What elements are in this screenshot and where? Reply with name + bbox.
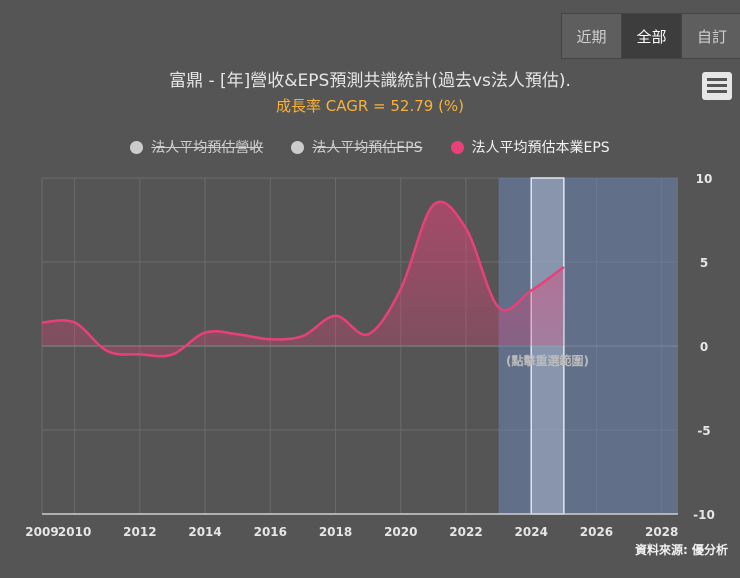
legend-item-revenue[interactable]: 法人平均預估營收 <box>130 137 263 157</box>
x-tick-label: 2010 <box>58 525 91 539</box>
legend-dot-icon <box>450 140 464 154</box>
legend-label: 法人平均預估本業EPS <box>471 140 610 156</box>
x-tick-label: 2016 <box>254 525 287 539</box>
series-area <box>42 201 564 357</box>
tab-custom[interactable]: 自訂 <box>682 14 740 58</box>
legend-label: 法人平均預估EPS <box>312 140 423 156</box>
data-source-credit: 資料來源: 優分析 <box>635 543 728 557</box>
x-tick-label: 2022 <box>449 525 482 539</box>
y-tick-label: 0 <box>700 340 708 354</box>
tab-recent[interactable]: 近期 <box>562 14 622 58</box>
y-tick-label: 5 <box>700 256 708 270</box>
x-tick-label: 2028 <box>645 525 678 539</box>
x-tick-label: 2012 <box>123 525 156 539</box>
x-tick-label: 2014 <box>188 525 221 539</box>
legend-dot-icon <box>291 140 305 154</box>
y-tick-label: -5 <box>697 424 710 438</box>
zoom-reset-hint[interactable]: (點擊重選範圍) <box>506 353 589 368</box>
legend-label: 法人平均預估營收 <box>151 140 264 156</box>
hamburger-menu-icon[interactable] <box>702 72 732 100</box>
chart-legend: 法人平均預估營收 法人平均預估EPS 法人平均預估本業EPS <box>0 137 740 157</box>
range-tabs: 近期 全部 自訂 <box>561 13 740 59</box>
y-tick-label: -10 <box>693 508 715 522</box>
chart-title: 富鼎 - [年]營收&EPS預測共識統計(過去vs法人預估). <box>169 71 571 91</box>
legend-item-core-eps[interactable]: 法人平均預估本業EPS <box>450 137 610 157</box>
x-tick-label: 2020 <box>384 525 417 539</box>
tab-all[interactable]: 全部 <box>622 14 682 58</box>
x-tick-label: 2018 <box>319 525 352 539</box>
chart-subtitle: 成長率 CAGR = 52.79 (%) <box>275 97 465 115</box>
y-tick-label: 10 <box>696 172 713 186</box>
series-line[interactable] <box>41 200 565 358</box>
x-tick-label: 2026 <box>580 525 613 539</box>
legend-item-eps[interactable]: 法人平均預估EPS <box>291 137 423 157</box>
x-tick-label: 2024 <box>515 525 548 539</box>
legend-dot-icon <box>130 140 144 154</box>
x-tick-label: 2009 <box>25 525 58 539</box>
